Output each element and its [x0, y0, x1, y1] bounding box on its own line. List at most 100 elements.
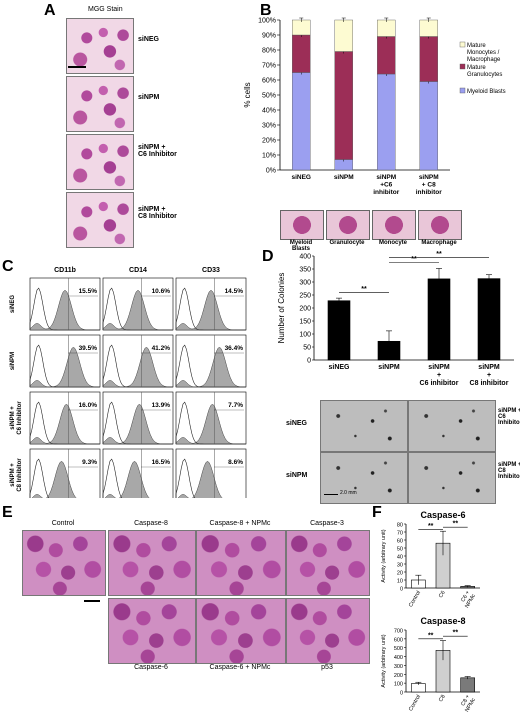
bar [477, 278, 501, 361]
y-tick-label: 200 [299, 306, 311, 313]
x-tick-label: siNPM + C8 inhibitor [470, 364, 509, 387]
bar-segment [377, 19, 396, 37]
significance-label: ** [428, 632, 434, 639]
panel-e-label: E [2, 504, 13, 521]
bar-segment [419, 81, 438, 171]
y-tick-label: 70 [397, 531, 403, 537]
x-tick-label: C6 +NPMc [459, 590, 477, 609]
panel-b-stacked-chart: 0% 10% 20% 30% 40% 50% 60% 70% 80% 90% 100% % cells… [243, 18, 506, 197]
x-tick-label: Control [408, 590, 422, 608]
bar-segment [334, 19, 353, 52]
d-image-label: siNEG [286, 420, 308, 427]
flow-histogram-filled [29, 346, 101, 388]
significance-label: ** [361, 286, 367, 293]
flow-histogram-filled [102, 346, 174, 388]
a-row-label: siNPM [138, 94, 160, 101]
y-tick-label: 70% [262, 63, 276, 70]
x-tick-label: C6 [438, 590, 447, 599]
scale-label-d: 2.0 mm [340, 490, 357, 496]
flow-histogram-isotype [29, 458, 50, 498]
y-tick-label: 0 [400, 587, 403, 593]
e-image-caspase8 [108, 530, 196, 596]
thumb-monocyte [372, 210, 416, 240]
y-tick-label: 500 [394, 646, 403, 652]
flow-histogram-filled [175, 346, 247, 388]
chart-title: Caspase-6 [420, 510, 465, 520]
gate-percent: 7.7% [228, 402, 243, 409]
thumb-myeloid-blasts [280, 210, 324, 240]
gate-percent: 10.6% [152, 288, 171, 295]
legend-swatch [459, 87, 466, 94]
y-tick-label: 60 [397, 539, 403, 545]
legend-swatch [459, 41, 466, 48]
c-row-label: siNPM +C8 Inhibitor [10, 458, 23, 492]
e-image-caspase3 [286, 530, 370, 596]
panel-d-label: D [262, 248, 274, 265]
a-row-label: siNEG [138, 36, 160, 43]
bar-segment [377, 36, 396, 75]
e-image-caspase6 [108, 598, 196, 664]
flow-histogram-isotype [175, 458, 196, 498]
y-tick-label: 150 [299, 319, 311, 326]
y-tick-label: 40 [397, 555, 403, 561]
e-image-caspase6-npmc [196, 598, 286, 664]
significance-label: ** [436, 251, 442, 258]
flow-histogram-isotype [29, 344, 100, 388]
bar [327, 300, 351, 361]
bar-segment [292, 19, 311, 36]
mgg-image-sinpm [66, 76, 134, 132]
bar-segment [377, 73, 396, 171]
legend-entry: Myeloid Blasts [467, 89, 506, 95]
flow-histogram-filled [177, 460, 223, 498]
y-tick-label: 20 [397, 571, 403, 577]
chart-title: Caspase-8 [420, 616, 465, 626]
y-tick-label: 400 [299, 254, 311, 261]
bar [460, 677, 475, 693]
panel-f-label: F [372, 504, 382, 521]
significance-label: ** [453, 630, 459, 637]
y-tick-label: 80 [397, 523, 403, 529]
flow-histogram-isotype [102, 287, 173, 331]
panel-a-title: MGG Stain [88, 6, 123, 13]
a-row-label: siNPM + C8 Inhibitor [138, 206, 177, 220]
mgg-image-c8 [66, 192, 134, 248]
bar-segment [334, 51, 353, 160]
e-label: Caspase-3 [310, 520, 344, 527]
panel-f-caspase8-chart: 0 100 200 300 400 500 600 700 Activity (arbitrar… [381, 616, 480, 713]
y-tick-label: 600 [394, 637, 403, 643]
y-tick-label: 400 [394, 655, 403, 661]
panel-c-flow-histograms: CD11b CD14 CD33 siNEG 15.5% 10.6% 14.5% siNPM 39… [10, 267, 247, 498]
c-row-label: siNPM [10, 352, 16, 370]
flow-histogram-isotype [102, 344, 173, 388]
c-column-label: CD33 [202, 267, 220, 274]
x-tick-label: siNEG [328, 364, 350, 371]
panel-f-caspase6-chart: 0 10 20 30 40 50 60 70 80 Activity (arbitrary uni… [381, 510, 480, 609]
bar-segment [419, 19, 438, 37]
c-column-label: CD14 [129, 267, 147, 274]
flow-histogram-filled [31, 460, 77, 498]
y-tick-label: 30% [262, 123, 276, 130]
thumb-granulocyte [326, 210, 370, 240]
panel-b-label: B [260, 2, 272, 19]
y-tick-label: 30 [397, 563, 403, 569]
gate-percent: 8.6% [228, 459, 243, 466]
gate-percent: 16.0% [79, 402, 98, 409]
x-tick-label: siNPM + C6 inhibitor [420, 364, 459, 387]
gate-percent: 13.9% [152, 402, 171, 409]
y-axis-label: Activity (arbitrary unit) [381, 634, 387, 687]
bar-segment [419, 36, 438, 82]
y-tick-label: 10 [397, 579, 403, 585]
x-tick-label: Control [408, 694, 422, 712]
e-image-caspase8-npmc [196, 530, 286, 596]
x-tick-label: siNPM + C8 inhibitor [416, 174, 442, 196]
y-tick-label: 250 [299, 293, 311, 300]
y-tick-label: 0% [266, 168, 276, 175]
thumb-label: Macrophage [421, 240, 457, 246]
y-tick-label: 0 [307, 358, 311, 365]
y-tick-label: 0 [400, 691, 403, 697]
y-tick-label: 60% [262, 78, 276, 85]
d-image-label: siNPM + C8 Inhibitor [498, 462, 520, 480]
x-tick-label: siNEG [291, 174, 311, 181]
panel-c-label: C [2, 258, 14, 275]
